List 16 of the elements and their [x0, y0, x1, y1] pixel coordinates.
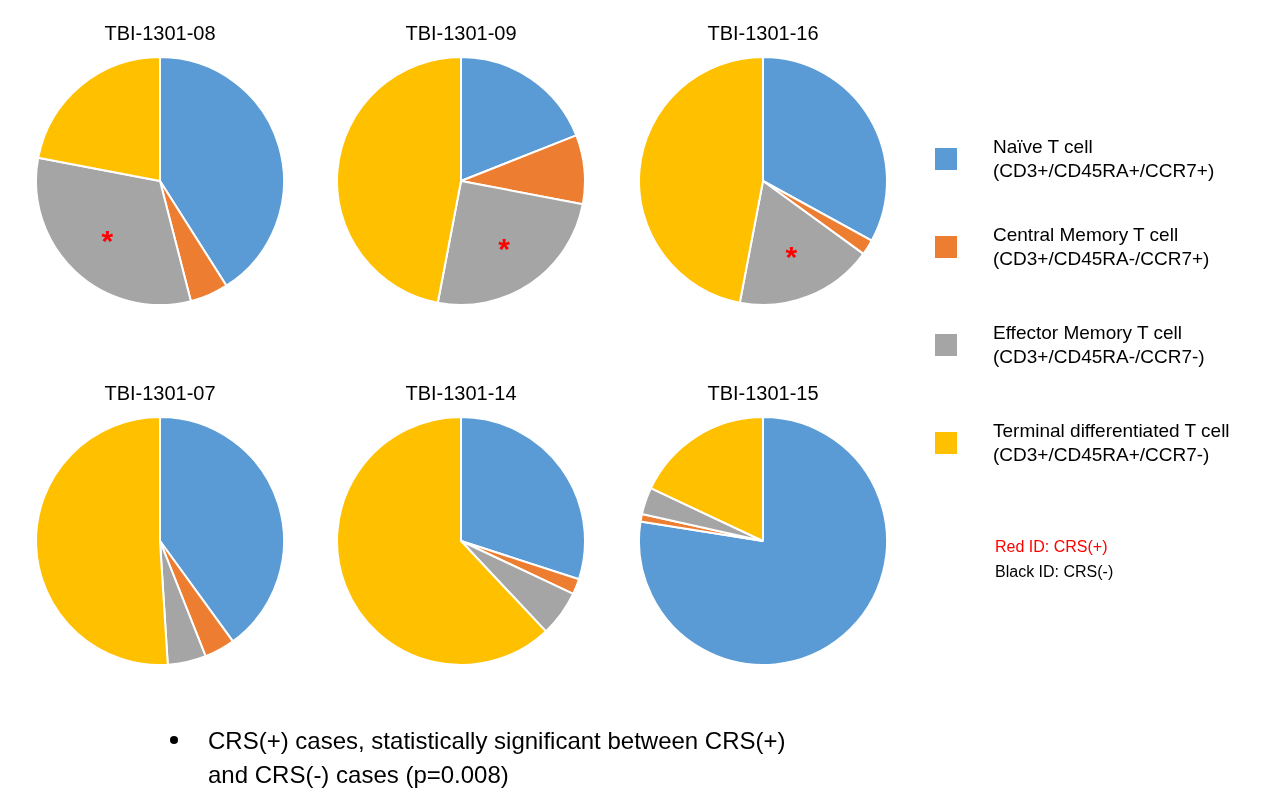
text: Black ID: CRS(-) — [995, 563, 1114, 581]
chart-title: TBI-1301-08 — [104, 21, 216, 44]
text: * — [785, 239, 798, 273]
legend-label: Central Memory T cell (CD3+/CD45RA-/CCR7+) — [993, 223, 1211, 271]
text: Red ID: CRS(+) — [995, 538, 1108, 556]
legend-label: Naïve T cell (CD3+/CD45RA+/CCR7+) — [993, 135, 1216, 183]
chart-title: TBI-1301-16 — [707, 21, 819, 44]
chart-title: TBI-1301-15 — [707, 381, 819, 404]
text: * — [498, 231, 511, 265]
chart-title: TBI-1301-14 — [405, 381, 517, 404]
legend-label: Effector Memory T cell (CD3+/CD45RA-/CCR7-) — [993, 321, 1206, 369]
chart-title: TBI-1301-09 — [405, 21, 517, 44]
text: CRS(+) cases, statistically significant between CRS(+) and CRS(-) cases (p=0.008) — [208, 726, 787, 790]
legend-label: Terminal differentiated T cell (CD3+/CD45RA+/CCR7-) — [993, 419, 1231, 467]
text: * — [101, 224, 114, 258]
chart-title: TBI-1301-07 — [104, 381, 216, 404]
